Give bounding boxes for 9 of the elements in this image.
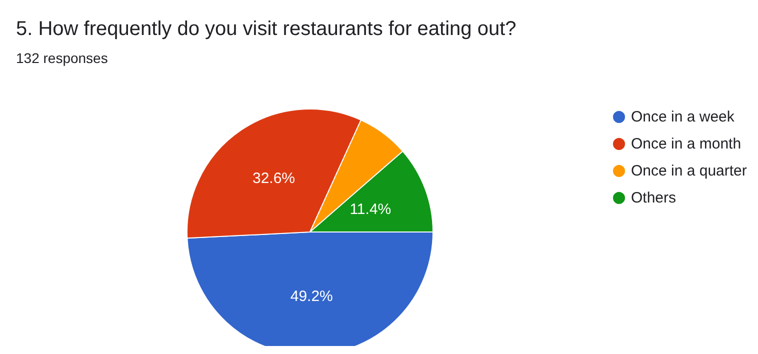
legend-label: Once in a month <box>631 136 742 152</box>
data-label: 49.2% <box>290 288 333 305</box>
data-label: 32.6% <box>252 170 296 188</box>
legend-label: Once in a quarter <box>631 162 747 180</box>
legend-label: Others <box>631 190 676 206</box>
legend-label: Once in a week <box>631 108 735 126</box>
text: 132 responses <box>16 50 108 66</box>
data-label: 11.4% <box>350 200 392 218</box>
chart-title: 5. How frequently do you visit restaurants for eating out? <box>16 18 516 40</box>
